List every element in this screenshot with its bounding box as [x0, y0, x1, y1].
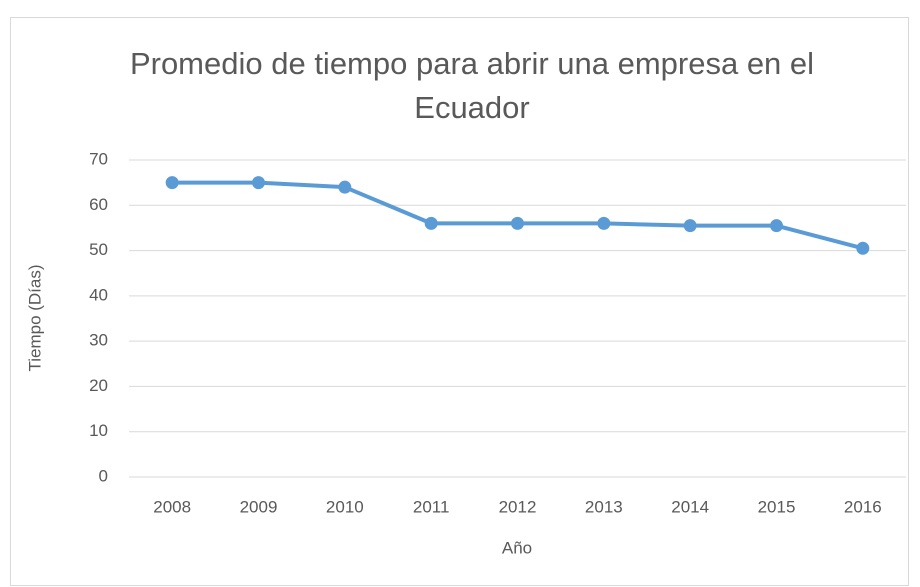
y-tick-label: 0	[99, 466, 108, 485]
x-tick-label: 2012	[499, 497, 537, 516]
x-tick-label: 2011	[413, 497, 450, 516]
data-point	[424, 216, 438, 230]
data-point	[165, 176, 179, 190]
data-point	[511, 216, 524, 230]
y-tick-label: 50	[89, 240, 108, 259]
y-tick-label: 60	[89, 195, 108, 214]
y-tick-label: 20	[89, 376, 108, 395]
x-tick-label: 2013	[585, 497, 623, 516]
data-point	[856, 241, 870, 255]
y-tick-label: 10	[89, 421, 108, 440]
data-point	[770, 219, 783, 233]
data-point	[597, 216, 611, 230]
chart-border	[10, 17, 909, 586]
y-tick-label: 40	[89, 285, 108, 304]
chart-title: Promedio de tiempo para abrir una empres…	[129, 46, 815, 125]
data-point	[683, 219, 697, 233]
x-tick-label: 2014	[671, 497, 709, 516]
x-tick-label: 2009	[240, 497, 278, 516]
x-tick-label: 2010	[326, 497, 364, 516]
data-point	[338, 180, 352, 194]
x-axis-label: Año	[502, 538, 532, 557]
y-tick-label: 70	[89, 149, 108, 168]
x-tick-label: 2015	[758, 497, 796, 516]
x-tick-label: 2016	[844, 497, 882, 516]
y-axis-label: Tiempo (Días)	[25, 264, 44, 371]
y-tick-label: 30	[89, 331, 108, 350]
x-tick-label: 2008	[153, 497, 191, 516]
data-point	[252, 176, 265, 190]
